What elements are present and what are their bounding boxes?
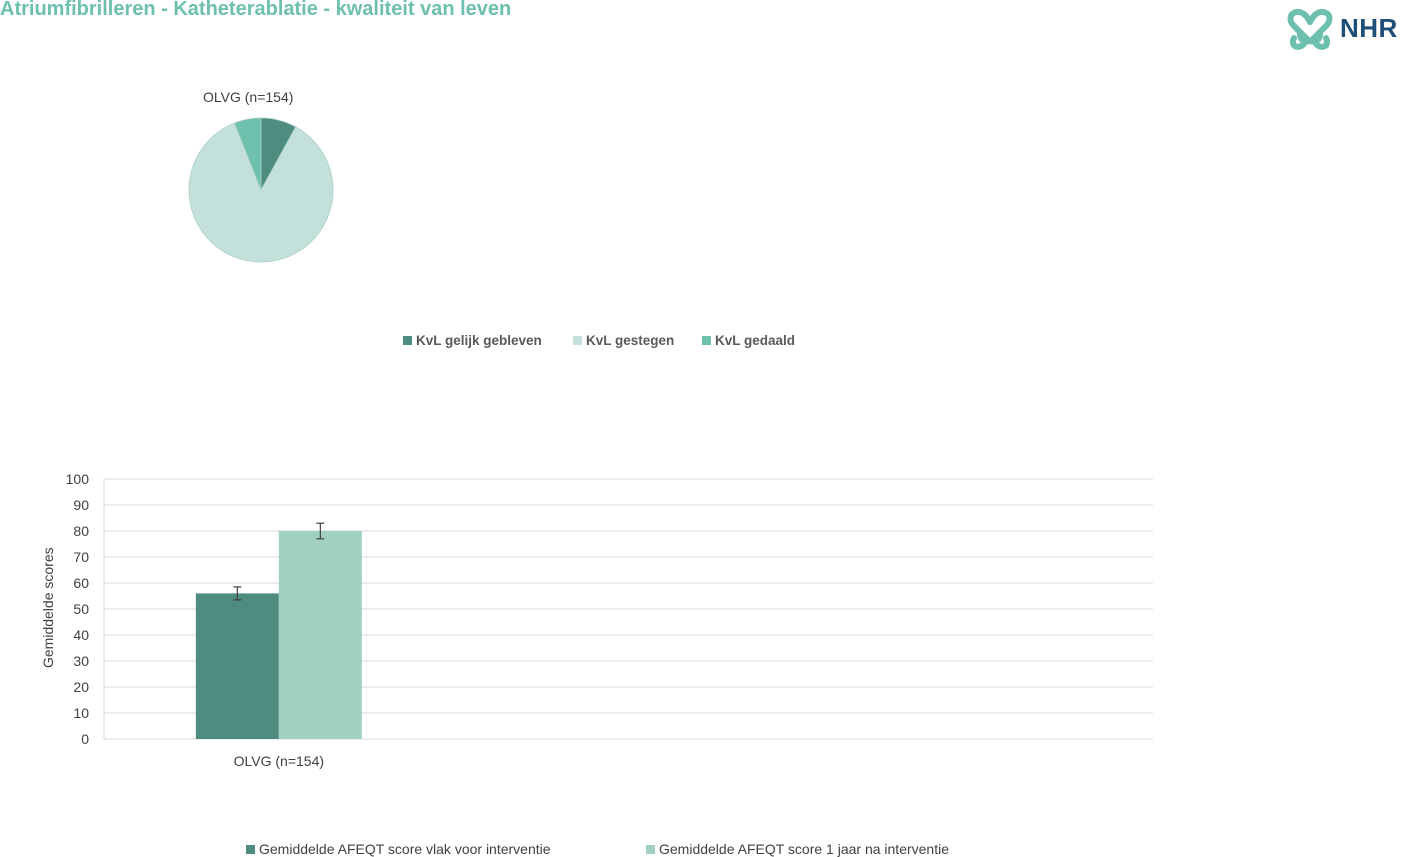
legend-label-gestegen: KvL gestegen xyxy=(586,333,675,348)
y-tick-label: 90 xyxy=(73,497,89,513)
y-tick-label: 50 xyxy=(73,601,89,617)
legend-label-gelijk: KvL gelijk gebleven xyxy=(416,333,542,348)
bar xyxy=(195,593,279,739)
pie-chart-title: OLVG (n=154) xyxy=(203,89,294,105)
y-tick-label: 20 xyxy=(73,679,89,695)
y-tick-label: 10 xyxy=(73,705,89,721)
pie-legend: KvL gestegen xyxy=(573,333,674,348)
legend-swatch-na xyxy=(646,844,655,854)
legend-swatch-gelijk xyxy=(403,336,412,345)
legend-swatch-voor xyxy=(246,844,255,854)
bar-legend: Gemiddelde AFEQT score 1 jaar na interve… xyxy=(646,841,949,857)
pie-chart xyxy=(188,117,334,263)
legend-label-na: Gemiddelde AFEQT score 1 jaar na interve… xyxy=(659,841,950,857)
pie-legend: KvL gelijk gebleven xyxy=(403,333,542,348)
y-tick-label: 80 xyxy=(73,523,89,539)
legend-label-gedaald: KvL gedaald xyxy=(715,333,796,348)
y-tick-label: 0 xyxy=(81,731,89,747)
y-tick-label: 30 xyxy=(73,653,89,669)
pie-legend: KvL gedaald xyxy=(702,333,795,348)
page-title: Atriumfibrilleren - Katheterablatie - kw… xyxy=(0,0,512,20)
legend-swatch-gedaald xyxy=(702,336,711,345)
pie-slice xyxy=(233,117,262,191)
bar xyxy=(278,531,362,739)
y-tick-label: 60 xyxy=(73,575,89,591)
bar-legend: Gemiddelde AFEQT score vlak voor interve… xyxy=(246,841,551,857)
bar-chart: 0 10 20 30 40 50 60 70 80 90 100 OLVG (n=154) xyxy=(66,471,1153,769)
legend-label-voor: Gemiddelde AFEQT score vlak voor interve… xyxy=(259,841,551,857)
logo-mark-icon xyxy=(1287,9,1333,50)
legend-swatch-gestegen xyxy=(573,336,582,345)
nhr-logo xyxy=(1287,9,1333,50)
y-tick-label: 70 xyxy=(73,549,89,565)
logo-text: NHR xyxy=(1340,13,1398,43)
y-tick-label: 40 xyxy=(73,627,89,643)
y-tick-label: 100 xyxy=(66,471,90,487)
x-category-label: OLVG (n=154) xyxy=(234,753,324,769)
pie-slice xyxy=(188,122,334,263)
